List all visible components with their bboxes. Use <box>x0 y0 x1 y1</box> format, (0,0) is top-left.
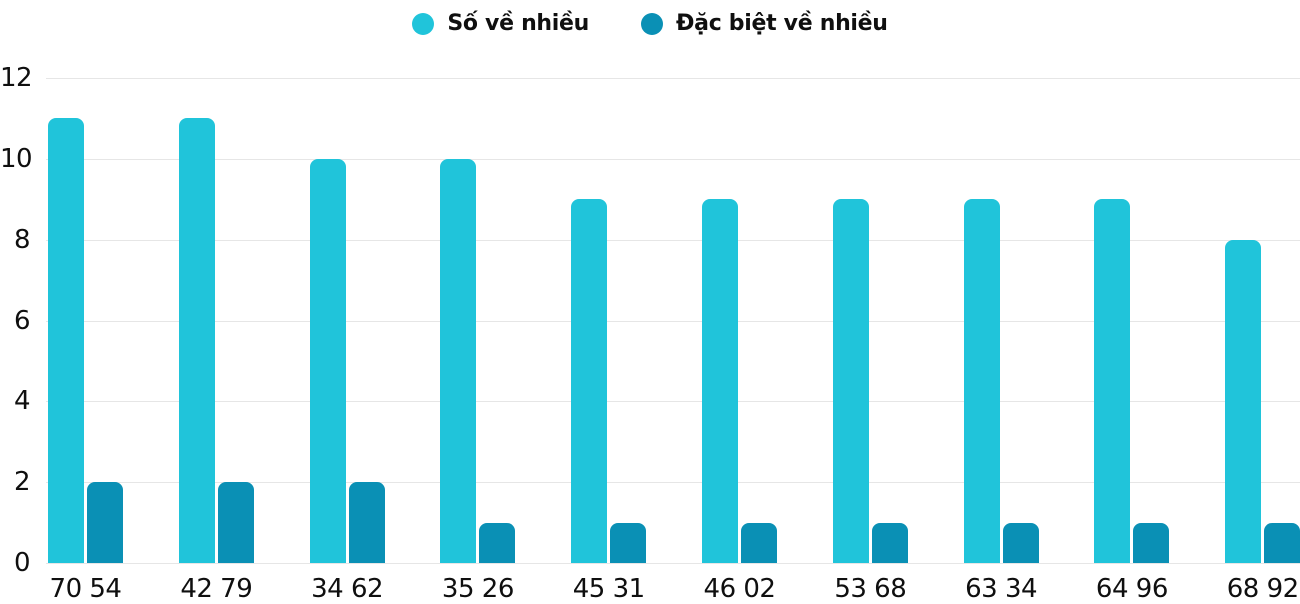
legend-marker-dac-biet-ve-nhieu-icon <box>641 12 664 35</box>
legend-label-dac-biet-ve-nhieu: Đặc biệt về nhiều <box>676 11 888 36</box>
bar-so-ve-nhieu <box>832 199 869 563</box>
y-tick-label: 2 <box>13 467 31 498</box>
bar-so-ve-nhieu <box>48 118 84 563</box>
grid-line <box>46 320 1300 322</box>
bar-so-ve-nhieu <box>1225 239 1262 563</box>
bar-so-ve-nhieu <box>571 199 608 563</box>
bar-so-ve-nhieu <box>178 118 215 563</box>
legend-item-so-ve-nhieu[interactable]: Số về nhiều <box>412 11 589 36</box>
grid-line <box>46 563 1300 564</box>
y-tick-label: 12 <box>0 63 33 93</box>
grid-line <box>46 401 1300 403</box>
bar-so-ve-nhieu <box>1094 199 1131 563</box>
x-tick-label: 34 62 <box>311 574 384 604</box>
bar-dac-biet-ve-nhieu <box>87 482 123 563</box>
grid-line <box>46 158 1300 160</box>
bar-dac-biet-ve-nhieu <box>1002 522 1039 563</box>
bar-so-ve-nhieu <box>702 199 738 563</box>
y-tick-label: 6 <box>13 305 31 336</box>
chart-legend: Số về nhiều Đặc biệt về nhiều <box>0 11 1300 36</box>
x-tick-label: 64 96 <box>1095 574 1168 604</box>
bar-dac-biet-ve-nhieu <box>610 522 647 563</box>
legend-item-dac-biet-ve-nhieu[interactable]: Đặc biệt về nhiều <box>641 11 888 36</box>
bar-dac-biet-ve-nhieu <box>1264 522 1300 563</box>
x-tick-label: 45 31 <box>572 574 645 604</box>
grid-line <box>46 239 1300 241</box>
x-tick-label: 42 79 <box>180 574 253 604</box>
x-tick-label: 35 26 <box>441 574 514 604</box>
bar-dac-biet-ve-nhieu <box>1133 522 1170 563</box>
grid-line <box>46 482 1300 484</box>
grid-line <box>46 78 1300 79</box>
bar-so-ve-nhieu <box>440 158 477 563</box>
legend-marker-so-ve-nhieu-icon <box>412 12 435 35</box>
x-tick-label: 70 54 <box>49 574 122 604</box>
x-tick-label: 53 68 <box>834 574 907 604</box>
bar-dac-biet-ve-nhieu <box>741 522 777 563</box>
bar-dac-biet-ve-nhieu <box>871 522 908 563</box>
bar-dac-biet-ve-nhieu <box>217 482 254 563</box>
bar-dac-biet-ve-nhieu <box>348 482 385 563</box>
x-tick-label: 68 92 <box>1226 574 1299 604</box>
x-tick-label: 63 34 <box>965 574 1038 604</box>
legend-label-so-ve-nhieu: Số về nhiều <box>447 11 590 36</box>
y-tick-label: 8 <box>13 224 31 255</box>
y-tick-label: 4 <box>13 386 31 417</box>
bar-so-ve-nhieu <box>309 158 346 563</box>
x-tick-label: 46 02 <box>703 574 776 604</box>
y-tick-label: 10 <box>0 143 33 174</box>
bar-so-ve-nhieu <box>963 199 1000 563</box>
bar-dac-biet-ve-nhieu <box>479 522 516 563</box>
y-tick-label: 0 <box>13 548 31 578</box>
